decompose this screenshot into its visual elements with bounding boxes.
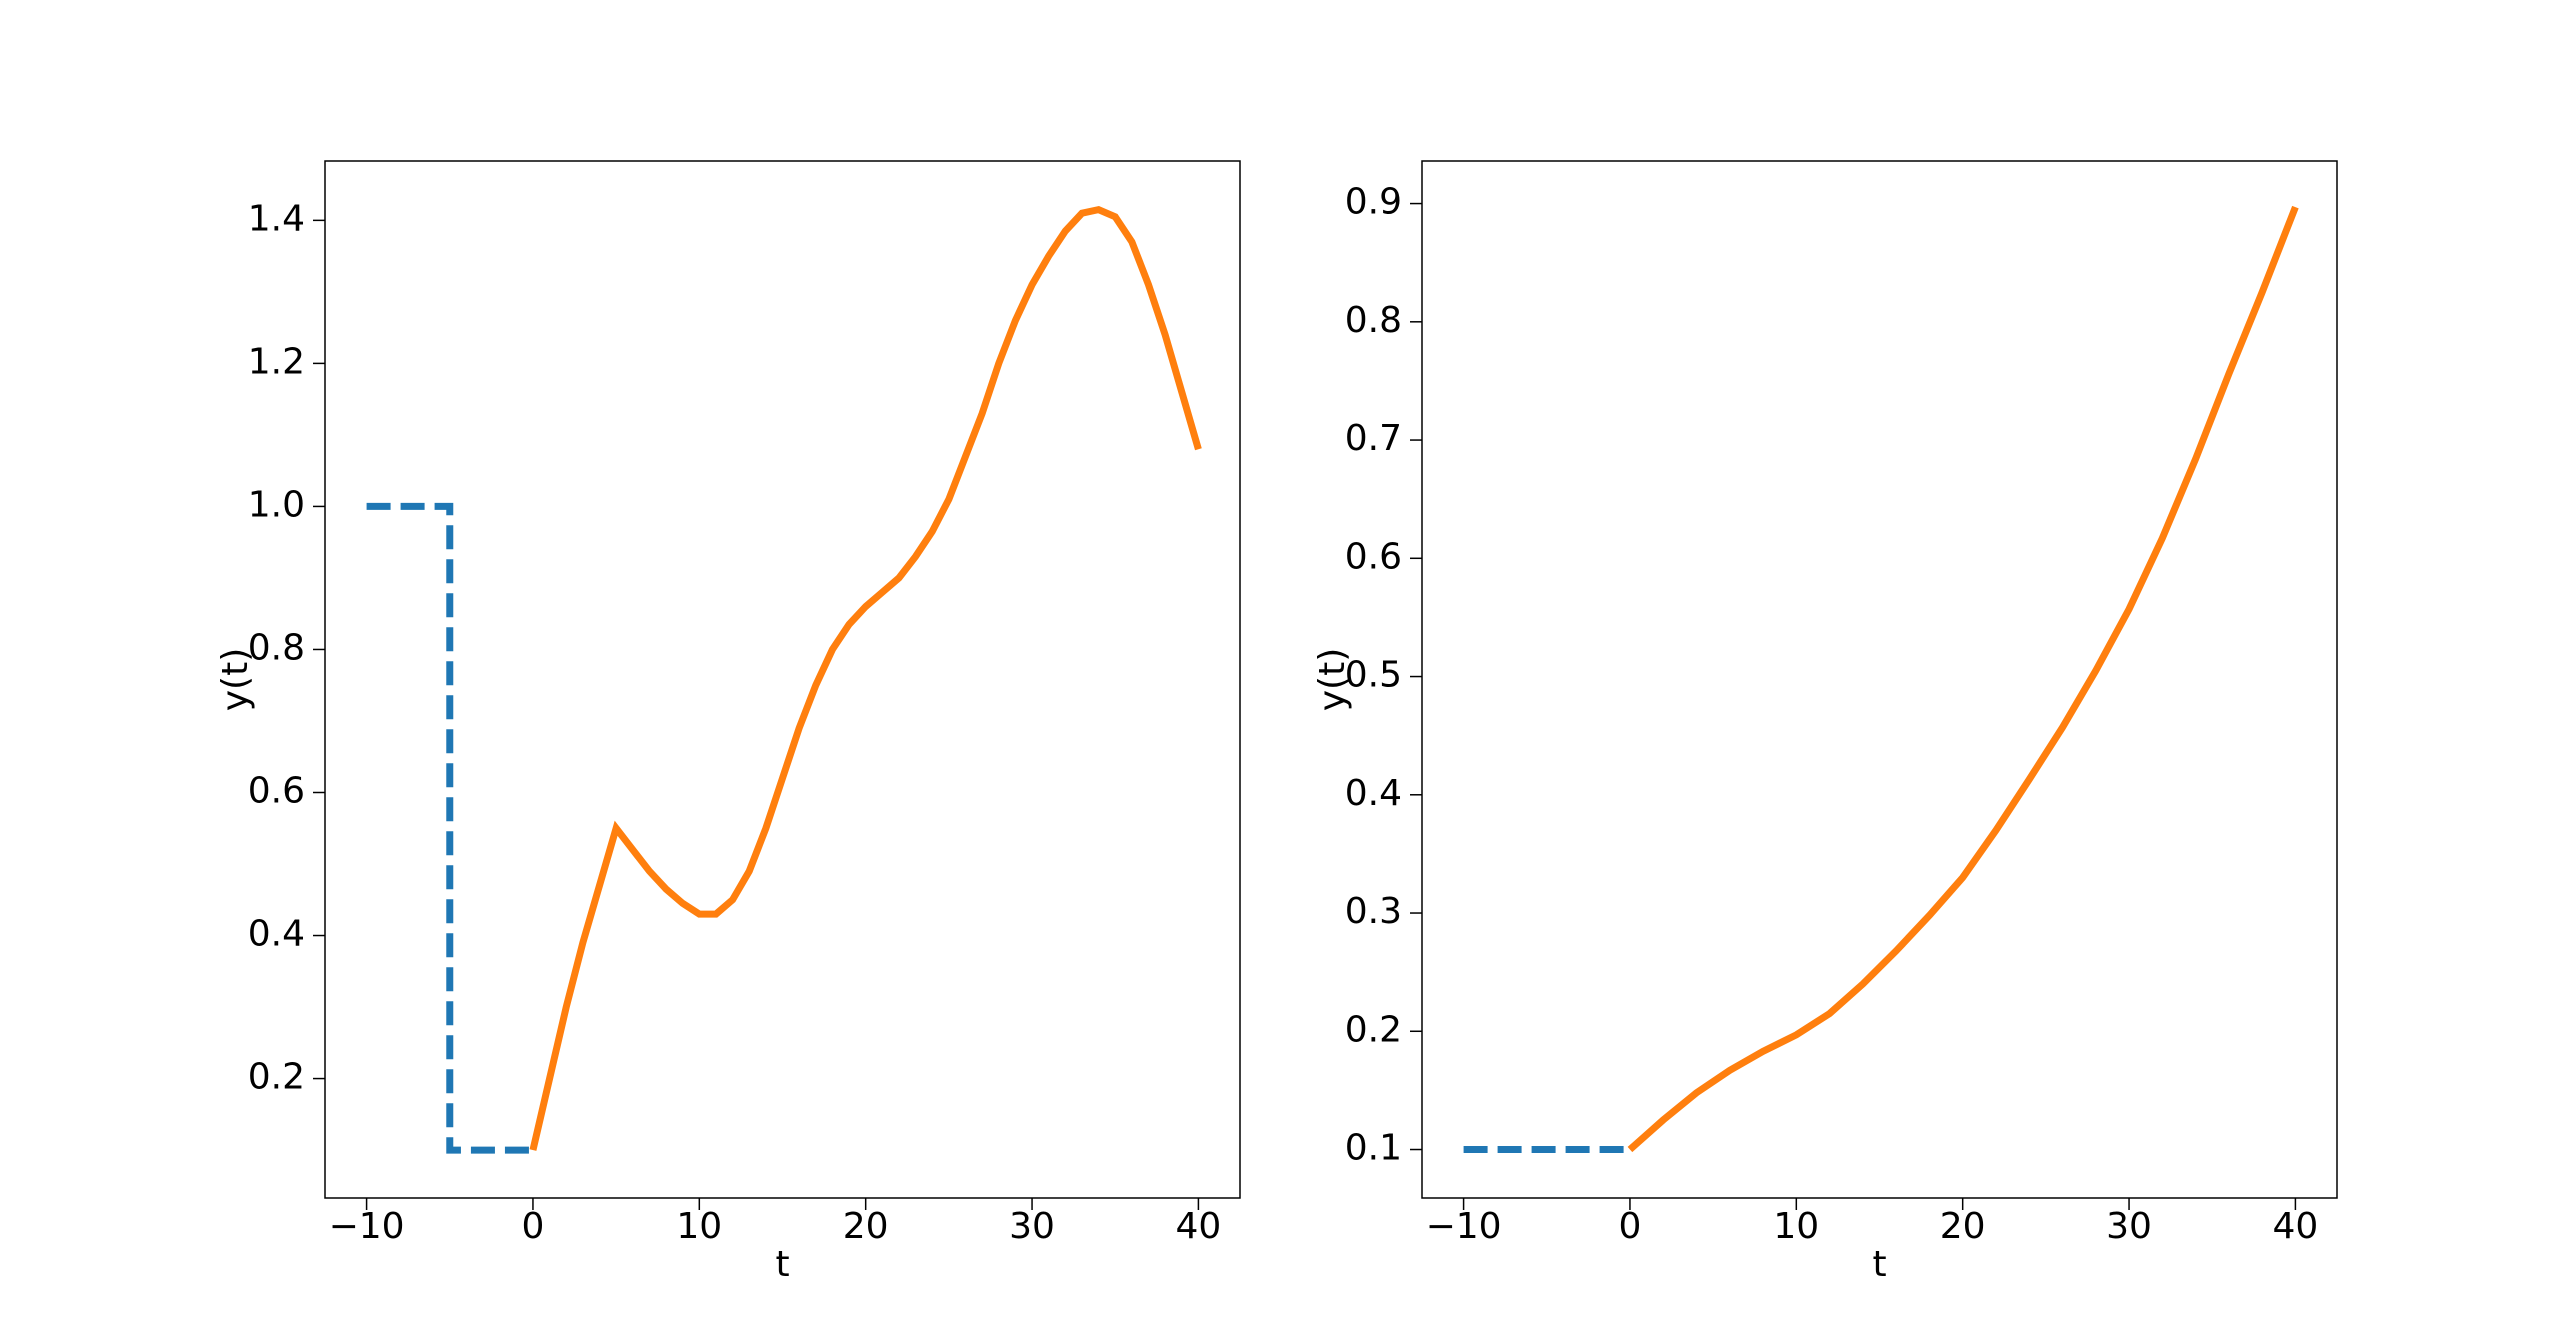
axes-frame bbox=[1421, 160, 2338, 1199]
y-tick-label: 0.1 bbox=[1345, 1128, 1402, 1169]
x-tick-label: 40 bbox=[1176, 1206, 1222, 1247]
y-tick-label: 0.2 bbox=[1345, 1009, 1402, 1050]
x-axis-label: t bbox=[775, 1244, 789, 1285]
y-tick-label: 1.4 bbox=[248, 198, 305, 239]
y-axis-label: y(t) bbox=[215, 648, 256, 712]
data-line bbox=[529, 205, 1202, 1151]
y-tick-label: 0.9 bbox=[1345, 182, 1402, 223]
y-tick-label: 1.0 bbox=[248, 484, 305, 525]
axes-frame bbox=[324, 160, 1241, 1199]
x-tick-label: −10 bbox=[329, 1206, 405, 1247]
y-tick-label: 0.6 bbox=[248, 770, 305, 811]
x-tick-label: 30 bbox=[1009, 1206, 1055, 1247]
y-tick-label: 0.8 bbox=[248, 627, 305, 668]
x-tick-label: −10 bbox=[1426, 1206, 1502, 1247]
x-tick-label: 0 bbox=[1619, 1206, 1642, 1247]
x-tick-label: 0 bbox=[522, 1206, 545, 1247]
y-tick-label: 0.2 bbox=[248, 1057, 305, 1098]
x-tick-label: 20 bbox=[1940, 1206, 1986, 1247]
y-tick-label: 0.5 bbox=[1345, 655, 1402, 696]
y-tick-label: 0.6 bbox=[1345, 536, 1402, 577]
x-tick-label: 10 bbox=[1773, 1206, 1819, 1247]
data-line bbox=[1627, 205, 2299, 1153]
y-tick-label: 0.7 bbox=[1345, 418, 1402, 459]
y-tick-label: 1.2 bbox=[248, 341, 305, 382]
y-tick-label: 0.4 bbox=[1345, 773, 1402, 814]
x-tick-label: 40 bbox=[2273, 1206, 2319, 1247]
x-tick-label: 20 bbox=[843, 1206, 889, 1247]
y-axis-label: y(t) bbox=[1312, 648, 1353, 712]
y-tick-label: 0.8 bbox=[1345, 300, 1402, 341]
x-tick-label: 30 bbox=[2106, 1206, 2152, 1247]
data-line bbox=[366, 502, 533, 1154]
y-tick-label: 0.3 bbox=[1345, 891, 1402, 932]
x-axis-label: t bbox=[1872, 1244, 1886, 1285]
x-tick-label: 10 bbox=[676, 1206, 722, 1247]
y-tick-label: 0.4 bbox=[248, 914, 305, 955]
